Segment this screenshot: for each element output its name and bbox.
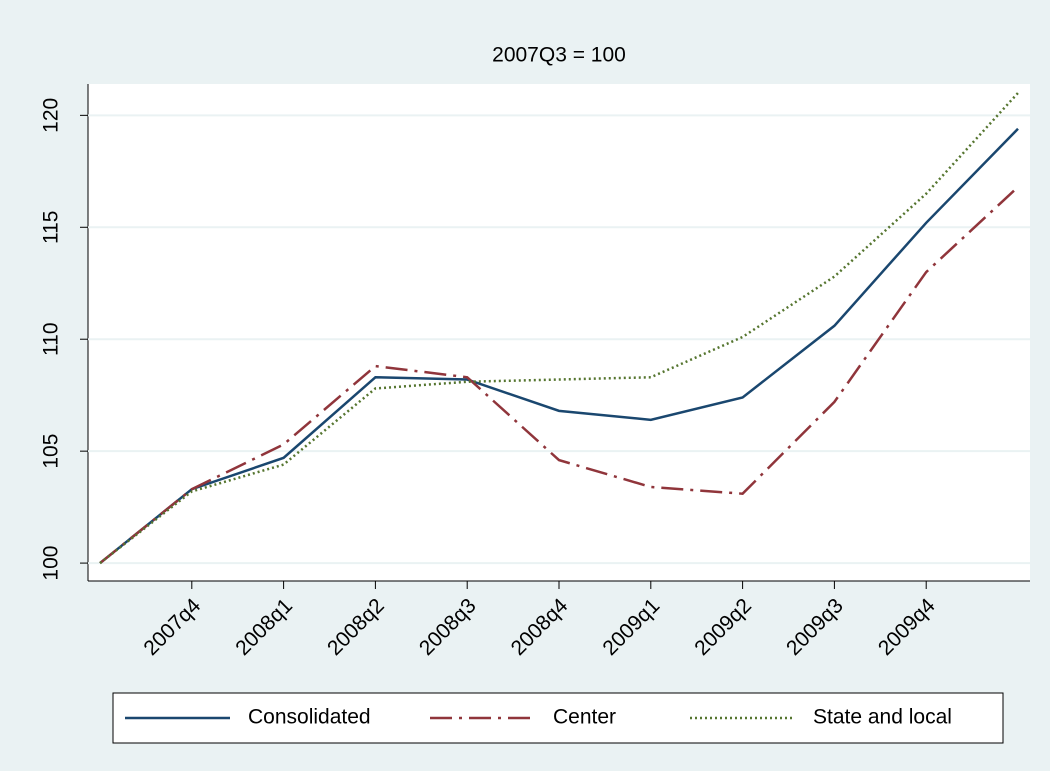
plot-area <box>88 84 1030 581</box>
legend-label: State and local <box>813 706 952 729</box>
legend-label: Center <box>553 706 616 729</box>
y-tick-label: 100 <box>40 546 63 581</box>
y-tick-label: 105 <box>40 434 63 469</box>
series-line <box>99 92 1019 565</box>
legend-label: Consolidated <box>248 706 371 729</box>
y-tick-label: 110 <box>40 322 63 355</box>
series-line <box>99 127 1019 565</box>
y-tick-label: 115 <box>40 211 63 244</box>
series-line <box>99 186 1019 565</box>
legend-box <box>112 692 1004 744</box>
chart-title: 2007Q3 = 100 <box>492 44 626 67</box>
y-tick-label: 120 <box>40 98 63 133</box>
